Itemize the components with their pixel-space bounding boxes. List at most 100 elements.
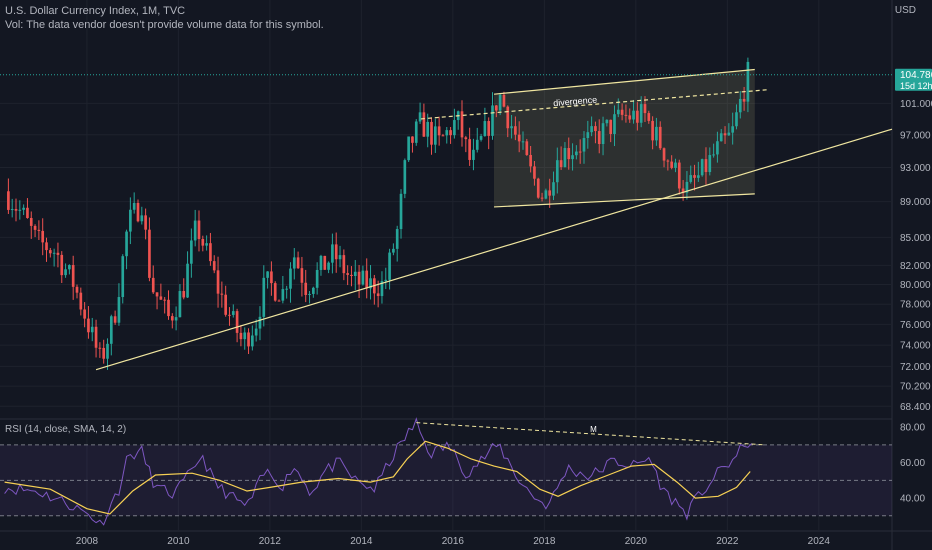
candle-up <box>433 126 437 145</box>
candle-up <box>68 265 71 270</box>
candle-down <box>41 230 45 243</box>
candle-down <box>201 238 205 246</box>
candle-down <box>578 151 582 153</box>
support-trendline[interactable] <box>95 128 893 371</box>
candle-up <box>552 182 555 196</box>
candle-down <box>647 113 651 121</box>
candle-up <box>64 269 67 276</box>
candle-down <box>220 293 224 295</box>
candle-up <box>140 215 144 222</box>
candle-up <box>205 243 208 246</box>
candle-up <box>308 293 311 295</box>
candle-up <box>719 133 723 142</box>
candle-down <box>677 162 681 189</box>
candle-up <box>392 248 395 253</box>
candle-up <box>353 271 357 277</box>
rsi-pane[interactable] <box>0 420 892 530</box>
candle-down <box>94 326 98 348</box>
bar-countdown: 15d 12h <box>900 81 932 91</box>
candle-up <box>590 126 593 133</box>
candle-down <box>7 191 10 210</box>
candle-up <box>571 155 574 160</box>
candle-down <box>228 314 231 316</box>
candle-down <box>247 332 250 347</box>
x-tick-label: 2024 <box>808 536 831 547</box>
candle-down <box>658 126 662 149</box>
last-price-badge-bg <box>895 68 932 91</box>
candle-up <box>243 332 247 340</box>
x-tick-label: 2018 <box>533 536 556 547</box>
candle-down <box>45 242 48 251</box>
candle-up <box>582 138 586 152</box>
candle-up <box>632 110 635 120</box>
candle-up <box>193 220 197 241</box>
candle-up <box>251 335 254 347</box>
candle-down <box>26 207 29 218</box>
candle-down <box>296 257 300 269</box>
candle-down <box>357 271 361 285</box>
channel-box <box>494 69 755 207</box>
rsi-tick-label: 80.00 <box>900 423 925 434</box>
candle-down <box>60 254 64 276</box>
candle-up <box>289 268 292 289</box>
candle-up <box>178 291 182 318</box>
grid <box>0 0 892 530</box>
candle-down <box>422 112 426 137</box>
x-tick-label: 2020 <box>625 536 648 547</box>
candle-up <box>338 255 342 260</box>
candle-down <box>29 217 33 226</box>
candle-down <box>48 250 52 254</box>
candle-up <box>601 123 605 145</box>
candle-down <box>494 105 498 111</box>
candle-up <box>685 181 689 193</box>
rsi-divergence-label: M <box>590 425 597 434</box>
candle-up <box>426 121 430 137</box>
candle-up <box>361 270 365 285</box>
y-tick-label: 76.000 <box>900 320 931 331</box>
candle-up <box>563 148 567 168</box>
candle-down <box>506 106 510 129</box>
candle-down <box>643 104 647 114</box>
y-tick-label: 101.000 <box>900 99 932 110</box>
candle-down <box>430 121 433 145</box>
candle-down <box>411 136 414 143</box>
candle-up <box>735 112 738 127</box>
candle-down <box>235 311 239 333</box>
candle-up <box>712 154 715 156</box>
last-price-badge[interactable]: 104.786 15d 12h <box>895 68 932 91</box>
rsi-divergence-trendline[interactable] <box>416 422 764 446</box>
candle-down <box>449 130 452 136</box>
y-tick-label: 70.200 <box>900 382 931 393</box>
y-tick-label: 68.400 <box>900 402 931 413</box>
divergence-trendline[interactable] <box>420 89 769 120</box>
rsi-series <box>0 417 892 526</box>
candle-down <box>624 114 628 116</box>
candle-up <box>616 109 620 115</box>
candle-down <box>620 109 624 115</box>
candle-down <box>300 268 304 283</box>
candle-up <box>292 257 296 269</box>
y-tick-label: 82.000 <box>900 261 931 272</box>
candle-down <box>723 133 727 136</box>
channel-line[interactable] <box>494 193 755 208</box>
candle-up <box>174 317 178 321</box>
candle-down <box>113 316 117 323</box>
price-series <box>0 57 893 371</box>
candle-up <box>510 126 513 129</box>
candle-up <box>555 160 559 183</box>
candle-up <box>479 136 483 140</box>
y-tick-label: 97.000 <box>900 130 931 141</box>
candle-up <box>125 231 128 257</box>
candle-up <box>544 190 548 199</box>
channel-line[interactable] <box>493 68 755 95</box>
candle-down <box>148 229 151 278</box>
candle-down <box>216 270 220 294</box>
y-tick-label: 78.000 <box>900 300 931 311</box>
candle-up <box>613 114 616 135</box>
price-pane[interactable] <box>0 0 892 418</box>
candle-up <box>586 132 590 139</box>
candle-up <box>106 343 109 359</box>
rsi-ma-line[interactable] <box>4 440 751 515</box>
candle-down <box>197 220 201 239</box>
